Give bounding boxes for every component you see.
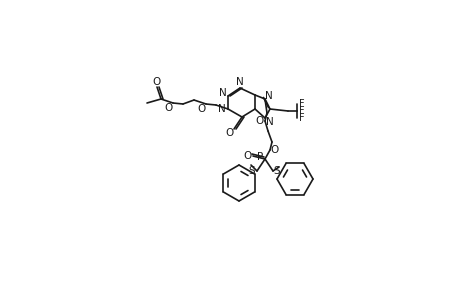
Text: O: O	[255, 116, 263, 126]
Text: O: O	[164, 103, 173, 113]
Text: F: F	[298, 99, 304, 109]
Text: O: O	[243, 151, 252, 161]
Text: O: O	[225, 128, 234, 138]
Text: N: N	[264, 91, 272, 101]
Text: N: N	[266, 117, 273, 127]
Text: O: O	[152, 77, 161, 87]
Text: O: O	[270, 145, 279, 155]
Text: N: N	[218, 88, 226, 98]
Text: O: O	[197, 104, 206, 114]
Text: F: F	[298, 106, 304, 116]
Text: P: P	[256, 152, 263, 162]
Text: S: S	[273, 166, 280, 176]
Text: N: N	[218, 104, 225, 114]
Text: N: N	[235, 77, 243, 87]
Text: S: S	[248, 166, 255, 176]
Text: F: F	[298, 113, 304, 123]
